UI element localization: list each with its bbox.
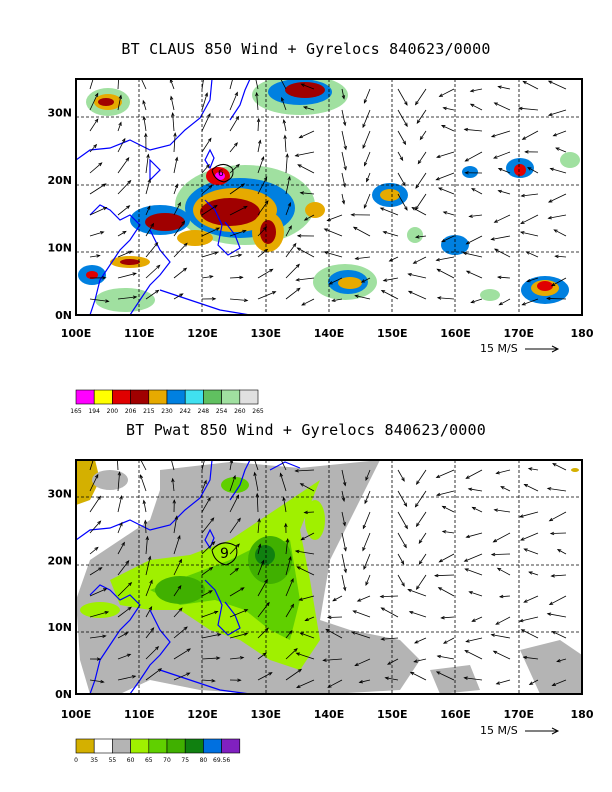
cbar2-swatch — [148, 738, 168, 754]
cbar2-swatch — [75, 738, 95, 754]
panel2-scale-arrow: 15 M/S — [480, 724, 560, 737]
panel2-lon-label: 170E — [504, 708, 534, 721]
cbar2-swatch — [221, 738, 241, 754]
panel1-lon-label: 110E — [124, 327, 154, 340]
panel2-lat-label: 20N — [47, 554, 72, 567]
panel1-lon-label: 160E — [440, 327, 470, 340]
cbar1-tick-label: 260 — [234, 408, 246, 415]
panel1-coastlines — [76, 79, 251, 315]
cbar2-swatch — [166, 738, 186, 754]
cbar1-swatch — [166, 389, 186, 405]
panel2-lon-label: 130E — [251, 708, 281, 721]
panel2-wind-vectors — [89, 460, 567, 688]
cbar1-swatch — [112, 389, 131, 405]
cbar1-swatch — [203, 389, 222, 405]
cbar1-tick-label: 194 — [88, 408, 100, 415]
panel1-lon-label: 150E — [377, 327, 407, 340]
cbar1-tick-label: 230 — [161, 408, 173, 415]
panel1-lon-label: 100E — [61, 327, 91, 340]
panel2-colorbar: 0 35 55 60 65 70 75 80 69.56 — [74, 738, 241, 764]
cbar1-tick-label: 206 — [125, 408, 137, 415]
cbar2-swatch — [184, 738, 204, 754]
cbar2-tick-label: 0 — [74, 757, 78, 764]
panel2-lon-label: 100E — [61, 708, 91, 721]
panel1-lat-label: 30N — [47, 107, 72, 120]
panel2-lon-label: 110E — [124, 708, 154, 721]
cbar1-tick-label: 248 — [198, 408, 210, 415]
cbar1-swatch — [130, 389, 150, 405]
cbar1-tick-label: 200 — [107, 408, 119, 415]
cbar1-tick-label: 265 — [252, 408, 264, 415]
cbar2-tick-label: 80 — [200, 757, 208, 764]
panel2-lon-label: 160E — [440, 708, 470, 721]
cbar1-swatch — [221, 389, 241, 405]
panel1-lon-label: 120E — [187, 327, 217, 340]
panel2-coastlines — [76, 460, 301, 694]
panel1-colorbar: 165 194 200 206 215 230 242 248 254 260 265 — [70, 389, 264, 415]
cbar1-swatch — [184, 389, 204, 405]
panel1-lat-label: 20N — [47, 174, 72, 187]
panel1-lon-label: 180 — [571, 327, 594, 340]
cbar2-tick-label: 69.56 — [213, 757, 230, 764]
panel1-wind-vectors — [89, 79, 567, 306]
panel2-gridlines — [76, 460, 582, 694]
panel1-map: 6 100E 110E 120E 130E 140E 150E 160E 170E 1800N1… — [47, 78, 594, 415]
cbar1-swatch — [239, 389, 259, 405]
panel2-scale-label: 15 M/S — [480, 724, 518, 737]
cbar1-tick-label: 165 — [70, 408, 82, 415]
cbar2-swatch — [203, 738, 222, 754]
panel2-gyre-label: 9 — [220, 546, 229, 562]
cbar2-tick-label: 35 — [90, 757, 98, 764]
panel2-lon-label: 150E — [377, 708, 407, 721]
panel2-frame — [75, 459, 583, 695]
panel1-gyre-marker: 6 — [211, 164, 234, 183]
cbar2-tick-label: 70 — [163, 757, 171, 764]
cbar1-swatch — [148, 389, 168, 405]
panel2-lat-label: 30N — [47, 487, 72, 500]
cbar2-swatch — [112, 738, 131, 754]
panel2-axis-labels: 100E 110E 120E 130E 140E 150E 160E 170E 180 0N 10N… — [47, 487, 593, 721]
panel2-title: BT Pwat 850 Wind + Gyrelocs 840623/0000 — [126, 421, 486, 439]
cbar2-tick-label: 75 — [181, 757, 189, 764]
panel2-pwat-shading — [76, 460, 582, 694]
cbar1-tick-label: 215 — [143, 408, 155, 415]
panel2-lon-label: 120E — [187, 708, 217, 721]
cbar1-tick-label: 242 — [179, 408, 191, 415]
panel1-title: BT CLAUS 850 Wind + Gyrelocs 840623/0000 — [121, 40, 491, 58]
panel1-lat-label: 10N — [47, 242, 72, 255]
panel1-scale-arrow: 15 M/S — [480, 342, 560, 355]
panel2-lat-label: 10N — [47, 621, 72, 634]
panel2-lon-label: 140E — [314, 708, 344, 721]
cbar2-tick-label: 65 — [145, 757, 153, 764]
panel2-lon-label: 180 — [571, 708, 594, 721]
panel2-gyre-marker: 9 — [211, 542, 238, 566]
cbar1-swatch — [75, 389, 95, 405]
cbar2-tick-label: 60 — [127, 757, 135, 764]
cbar2-tick-label: 55 — [109, 757, 117, 764]
panel2-lat-label: 0N — [55, 688, 72, 701]
cbar1-swatch — [93, 389, 113, 405]
panel1-gridlines — [76, 79, 582, 315]
panel1-lon-label: 130E — [251, 327, 281, 340]
panel1-lat-label: 0N — [55, 309, 72, 322]
cbar2-swatch — [93, 738, 113, 754]
svg-text:6: 6 — [218, 169, 224, 179]
panel1-lon-label: 140E — [314, 327, 344, 340]
panel1-lon-label: 170E — [504, 327, 534, 340]
cbar2-swatch — [130, 738, 150, 754]
panel1-cloud-shading — [78, 79, 580, 312]
panel2-map: 9 100E 110E 120E 130E 140E 150E 160E 170E 1800N1… — [47, 459, 594, 764]
panel1-frame — [75, 78, 583, 316]
panel1-scale-label: 15 M/S — [480, 342, 518, 355]
cbar1-tick-label: 254 — [216, 408, 228, 415]
panel1-axis-labels: 100E 110E 120E 130E 140E 150E 160E 170E 180 0N 10N… — [47, 107, 593, 340]
